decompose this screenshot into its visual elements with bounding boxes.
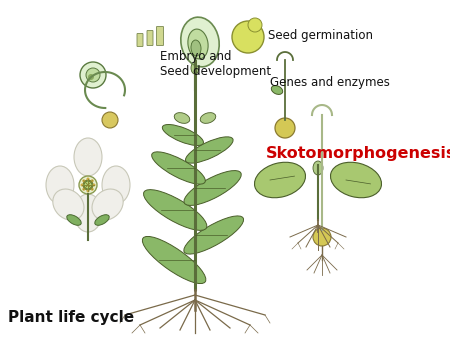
- Ellipse shape: [181, 17, 219, 67]
- Ellipse shape: [313, 161, 323, 175]
- Ellipse shape: [83, 180, 93, 190]
- Ellipse shape: [184, 216, 243, 254]
- Circle shape: [86, 177, 90, 180]
- Circle shape: [84, 181, 92, 189]
- Ellipse shape: [53, 189, 84, 220]
- FancyBboxPatch shape: [137, 33, 143, 47]
- Ellipse shape: [79, 176, 97, 194]
- Circle shape: [86, 190, 90, 193]
- Text: Plant life cycle: Plant life cycle: [8, 310, 134, 324]
- FancyBboxPatch shape: [157, 26, 163, 46]
- Ellipse shape: [152, 152, 205, 184]
- Ellipse shape: [191, 40, 201, 56]
- Ellipse shape: [67, 215, 81, 225]
- Ellipse shape: [191, 62, 199, 74]
- Circle shape: [91, 188, 94, 191]
- Ellipse shape: [255, 162, 306, 198]
- Ellipse shape: [200, 113, 216, 123]
- Circle shape: [82, 179, 85, 182]
- Circle shape: [93, 184, 95, 187]
- Text: Skotomorphogenesis: Skotomorphogenesis: [266, 146, 450, 161]
- Circle shape: [248, 18, 262, 32]
- Circle shape: [232, 21, 264, 53]
- Ellipse shape: [95, 215, 109, 225]
- Circle shape: [91, 179, 94, 182]
- Ellipse shape: [188, 29, 208, 59]
- Circle shape: [88, 74, 94, 80]
- Circle shape: [86, 68, 100, 82]
- Circle shape: [80, 62, 106, 88]
- Text: Embryo and
Seed development: Embryo and Seed development: [160, 50, 271, 78]
- Ellipse shape: [74, 138, 102, 176]
- Ellipse shape: [162, 124, 203, 145]
- Ellipse shape: [74, 194, 102, 232]
- Circle shape: [102, 112, 118, 128]
- Ellipse shape: [174, 113, 190, 123]
- Ellipse shape: [185, 137, 233, 163]
- Circle shape: [82, 188, 85, 191]
- Ellipse shape: [184, 171, 241, 206]
- Circle shape: [313, 228, 331, 246]
- Ellipse shape: [271, 86, 283, 94]
- FancyBboxPatch shape: [147, 30, 153, 46]
- Ellipse shape: [142, 236, 206, 284]
- Text: Genes and enzymes: Genes and enzymes: [270, 76, 390, 89]
- Ellipse shape: [330, 162, 382, 198]
- Ellipse shape: [92, 189, 123, 220]
- Circle shape: [81, 184, 84, 187]
- Text: Seed germination: Seed germination: [268, 29, 373, 42]
- Circle shape: [275, 118, 295, 138]
- Ellipse shape: [46, 166, 74, 204]
- Ellipse shape: [102, 166, 130, 204]
- Ellipse shape: [144, 190, 207, 231]
